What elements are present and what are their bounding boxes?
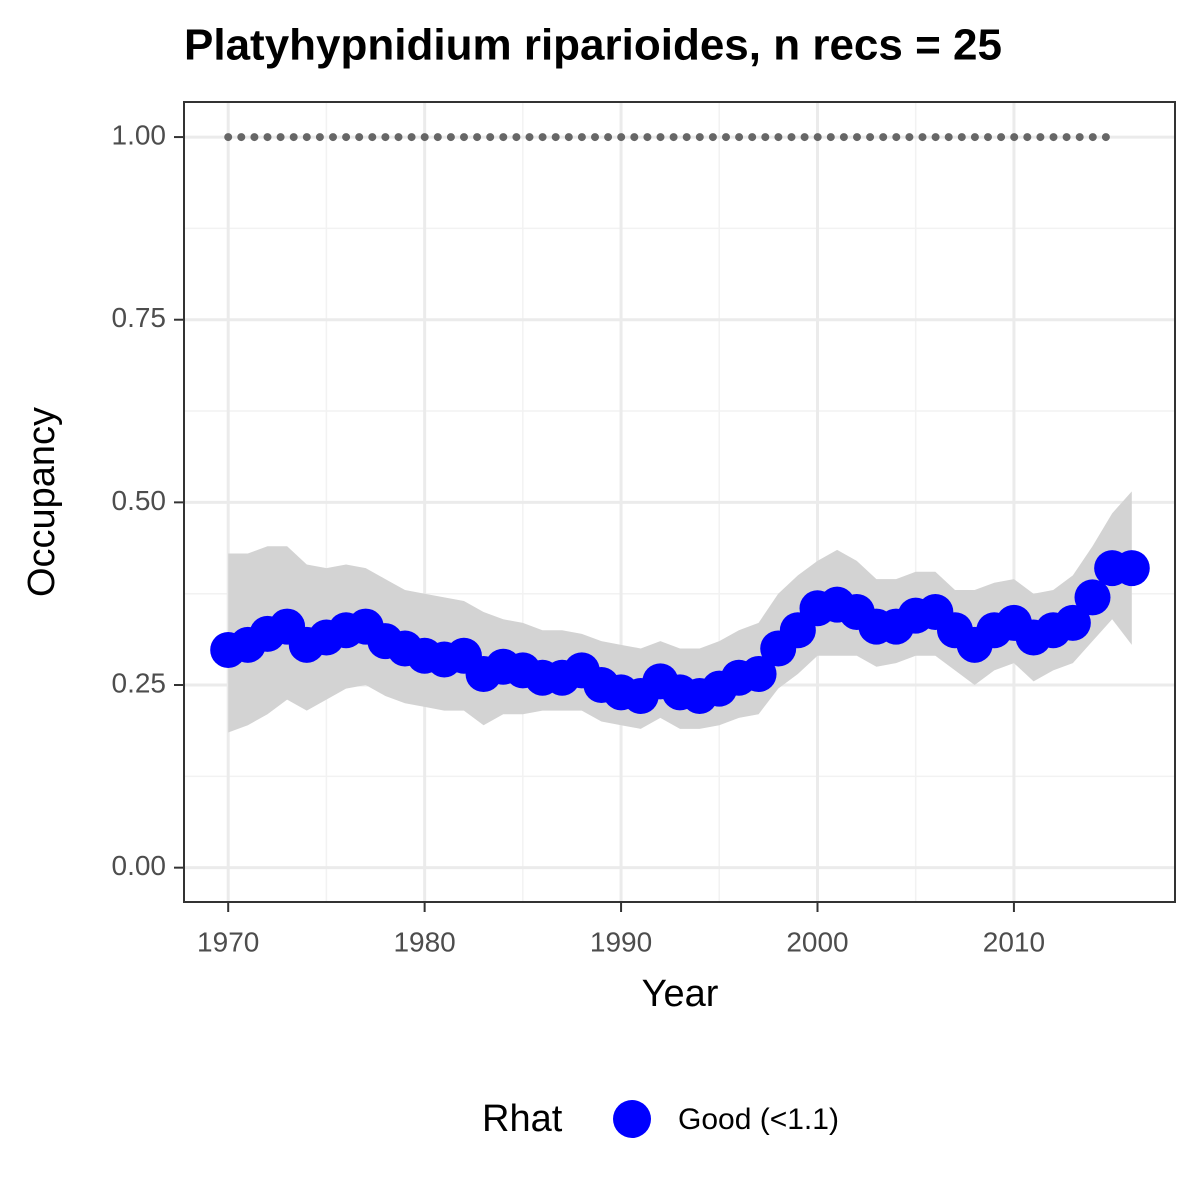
- legend-title: Rhat: [482, 1098, 563, 1140]
- y-tick-label: 0.00: [112, 850, 167, 881]
- point: [1074, 579, 1111, 616]
- x-axis-title: Year: [642, 973, 719, 1015]
- y-axis-title: Occupancy: [21, 407, 63, 597]
- x-tick-label: 1980: [393, 926, 455, 957]
- y-tick-label: 1.00: [112, 119, 167, 150]
- legend-label: Good (<1.1): [678, 1103, 839, 1136]
- x-tick-label: 1990: [590, 926, 652, 957]
- panel-border: [183, 101, 1176, 903]
- point: [1054, 604, 1091, 641]
- point: [740, 656, 777, 693]
- y-tick-label: 0.75: [112, 302, 167, 333]
- chart-title: Platyhypnidium riparioides, n recs = 25: [184, 21, 1002, 70]
- y-tick-label: 0.50: [112, 485, 167, 516]
- point: [1113, 550, 1150, 587]
- legend-marker: [613, 1100, 651, 1138]
- x-tick-label: 2010: [983, 926, 1045, 957]
- x-tick-label: 2000: [786, 926, 848, 957]
- x-tick-label: 1970: [197, 926, 259, 957]
- y-tick-label: 0.25: [112, 667, 167, 698]
